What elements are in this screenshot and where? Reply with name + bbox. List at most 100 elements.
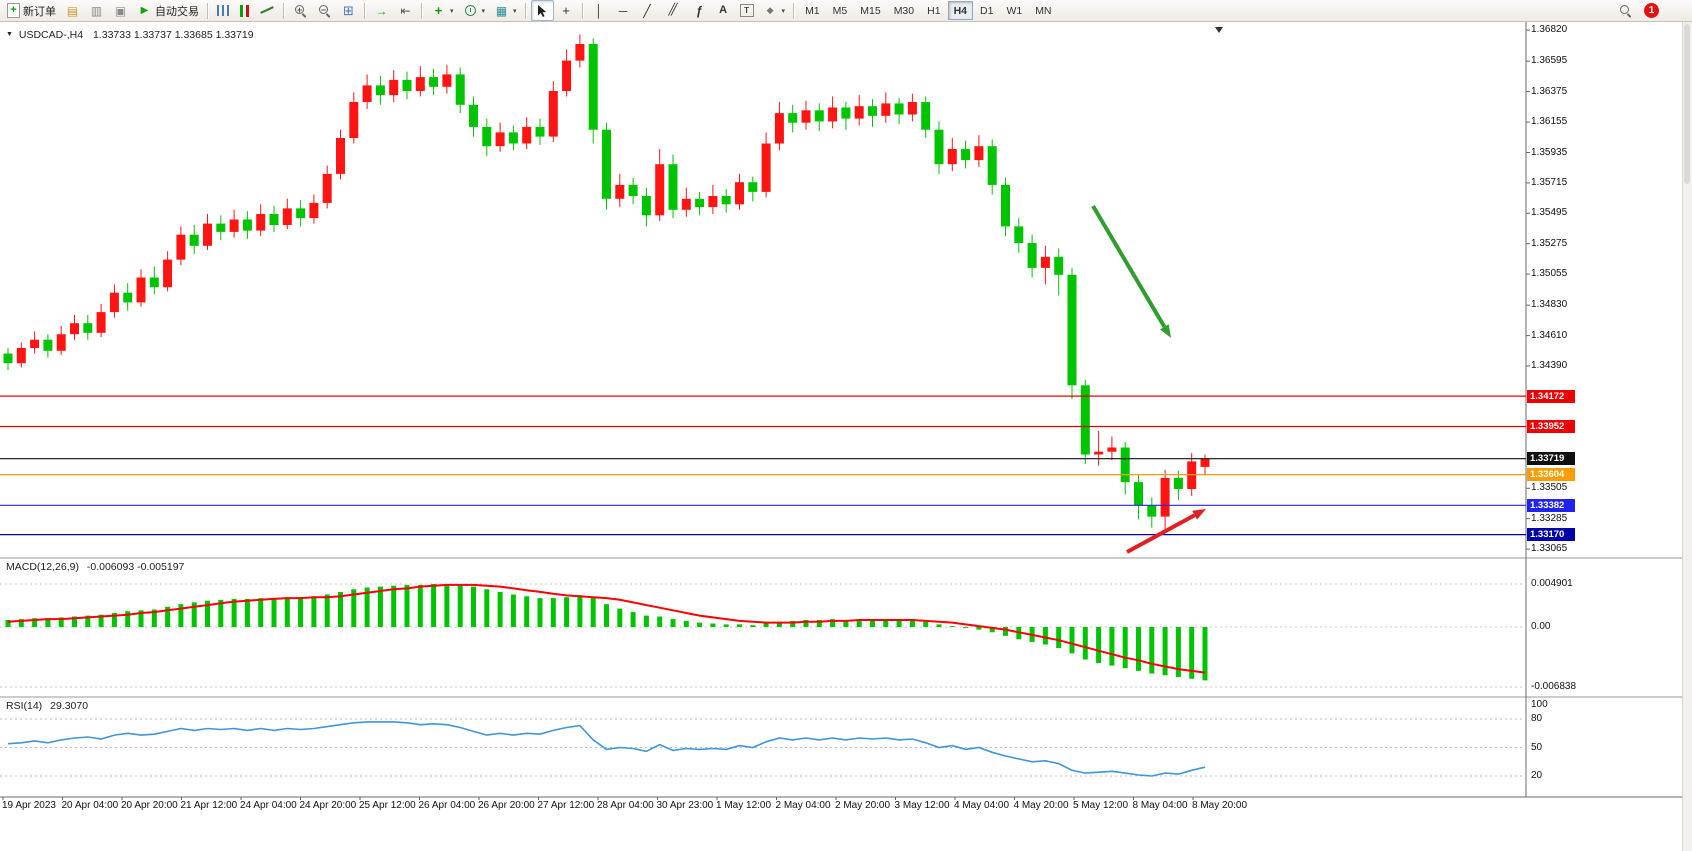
- candle-body[interactable]: [814, 110, 824, 122]
- candle-body[interactable]: [721, 196, 731, 205]
- candle-body[interactable]: [774, 113, 784, 144]
- trendline-button[interactable]: ╱: [636, 0, 659, 21]
- bar-chart-mode-button[interactable]: [213, 0, 233, 21]
- candle-body[interactable]: [947, 149, 957, 165]
- text-button[interactable]: A: [712, 0, 735, 21]
- candle-body[interactable]: [163, 259, 173, 288]
- cursor-button[interactable]: [530, 0, 554, 21]
- candle-body[interactable]: [495, 132, 505, 147]
- scrollbar-thumb[interactable]: [1684, 24, 1690, 184]
- auto-trading-button[interactable]: ▶ 自动交易: [133, 0, 203, 21]
- timeframe-m15-button[interactable]: M15: [860, 4, 881, 17]
- candle-body[interactable]: [1147, 505, 1157, 517]
- candle-body[interactable]: [282, 208, 292, 225]
- candle-body[interactable]: [96, 312, 106, 333]
- candle-body[interactable]: [1040, 256, 1050, 268]
- candle-body[interactable]: [615, 184, 625, 199]
- fibonacci-button[interactable]: ƒ: [688, 0, 711, 21]
- candle-body[interactable]: [309, 202, 319, 219]
- candle-body[interactable]: [588, 44, 598, 130]
- candle-body[interactable]: [269, 214, 279, 225]
- vertical-line-button[interactable]: │: [588, 0, 611, 21]
- chart-shift-button[interactable]: ⇤: [394, 0, 417, 21]
- candle-body[interactable]: [1107, 447, 1117, 452]
- candle-body[interactable]: [43, 339, 53, 351]
- candle-body[interactable]: [562, 60, 572, 91]
- candle-body[interactable]: [442, 74, 452, 87]
- candle-body[interactable]: [868, 106, 877, 116]
- timeframe-h4-button[interactable]: H4: [947, 1, 973, 20]
- candle-body[interactable]: [854, 106, 864, 119]
- candle-body[interactable]: [242, 219, 252, 231]
- timeframe-m30-button[interactable]: M30: [893, 4, 915, 17]
- zoom-out-button[interactable]: −: [313, 0, 336, 21]
- candle-body[interactable]: [695, 198, 705, 208]
- search-button[interactable]: [1614, 0, 1637, 21]
- candle-body[interactable]: [256, 214, 266, 231]
- text-label-button[interactable]: T: [736, 0, 758, 21]
- candle-body[interactable]: [535, 126, 545, 137]
- candle-body[interactable]: [429, 77, 439, 87]
- candle-body[interactable]: [655, 164, 665, 216]
- down-trend-arrow-head[interactable]: [1160, 324, 1171, 338]
- candle-body[interactable]: [841, 107, 851, 119]
- candle-body[interactable]: [362, 85, 372, 102]
- auto-scroll-button[interactable]: →: [370, 0, 393, 21]
- candle-body[interactable]: [1094, 451, 1104, 455]
- candle-body[interactable]: [136, 277, 146, 303]
- new-order-button[interactable]: + 新订单: [3, 0, 60, 21]
- terminal-button[interactable]: ▣: [109, 0, 132, 21]
- candle-body[interactable]: [987, 146, 997, 185]
- timeframe-h1-button[interactable]: H1: [927, 4, 941, 17]
- candle-body[interactable]: [921, 102, 931, 130]
- timeframe-d1-button[interactable]: D1: [980, 4, 994, 17]
- timeframe-m5-button[interactable]: M5: [832, 4, 848, 17]
- candle-body[interactable]: [907, 102, 917, 115]
- candle-body[interactable]: [1200, 458, 1210, 467]
- candle-body[interactable]: [482, 126, 492, 147]
- candle-body[interactable]: [828, 107, 838, 122]
- candle-body[interactable]: [881, 103, 891, 116]
- candle-body[interactable]: [735, 182, 744, 205]
- notification-badge[interactable]: 1: [1644, 3, 1659, 18]
- candle-body[interactable]: [708, 196, 718, 208]
- candle-body[interactable]: [801, 110, 811, 123]
- candle-body[interactable]: [189, 234, 199, 246]
- candle-body[interactable]: [1067, 274, 1077, 386]
- candle-body[interactable]: [176, 234, 186, 260]
- candle-body[interactable]: [216, 223, 226, 232]
- macd-signal-line[interactable]: [7, 583, 1206, 674]
- rsi-line[interactable]: [7, 721, 1206, 777]
- candle-body[interactable]: [508, 132, 518, 144]
- candle-body[interactable]: [203, 223, 212, 246]
- timeframe-m1-button[interactable]: M1: [805, 4, 820, 17]
- periods-button[interactable]: ▾: [459, 0, 490, 21]
- candle-body[interactable]: [123, 292, 133, 303]
- candle-body[interactable]: [628, 184, 638, 196]
- candle-body[interactable]: [336, 138, 345, 174]
- candle-body[interactable]: [575, 44, 585, 61]
- candle-body[interactable]: [522, 126, 532, 144]
- candle-body[interactable]: [16, 348, 26, 364]
- line-chart-mode-button[interactable]: [256, 0, 279, 21]
- candle-body[interactable]: [961, 149, 971, 161]
- market-watch-button[interactable]: ▤: [61, 0, 84, 21]
- candle-body[interactable]: [149, 277, 159, 288]
- candle-body[interactable]: [415, 77, 425, 91]
- zoom-in-button[interactable]: +: [289, 0, 312, 21]
- candle-body[interactable]: [1080, 385, 1090, 455]
- candle-body[interactable]: [70, 323, 79, 335]
- candle-body[interactable]: [548, 91, 558, 137]
- candle-body[interactable]: [229, 219, 239, 232]
- candle-body[interactable]: [349, 102, 359, 138]
- indicators-button[interactable]: + ▾: [427, 0, 458, 21]
- timeframe-w1-button[interactable]: W1: [1006, 4, 1023, 17]
- navigator-button[interactable]: ▥: [85, 0, 108, 21]
- candle-body[interactable]: [83, 323, 93, 333]
- candle-body[interactable]: [296, 208, 306, 219]
- bounce-arrow[interactable]: [1126, 513, 1196, 554]
- candle-body[interactable]: [1120, 447, 1130, 483]
- horizontal-line-button[interactable]: ─: [612, 0, 635, 21]
- candle-body[interactable]: [1160, 477, 1170, 517]
